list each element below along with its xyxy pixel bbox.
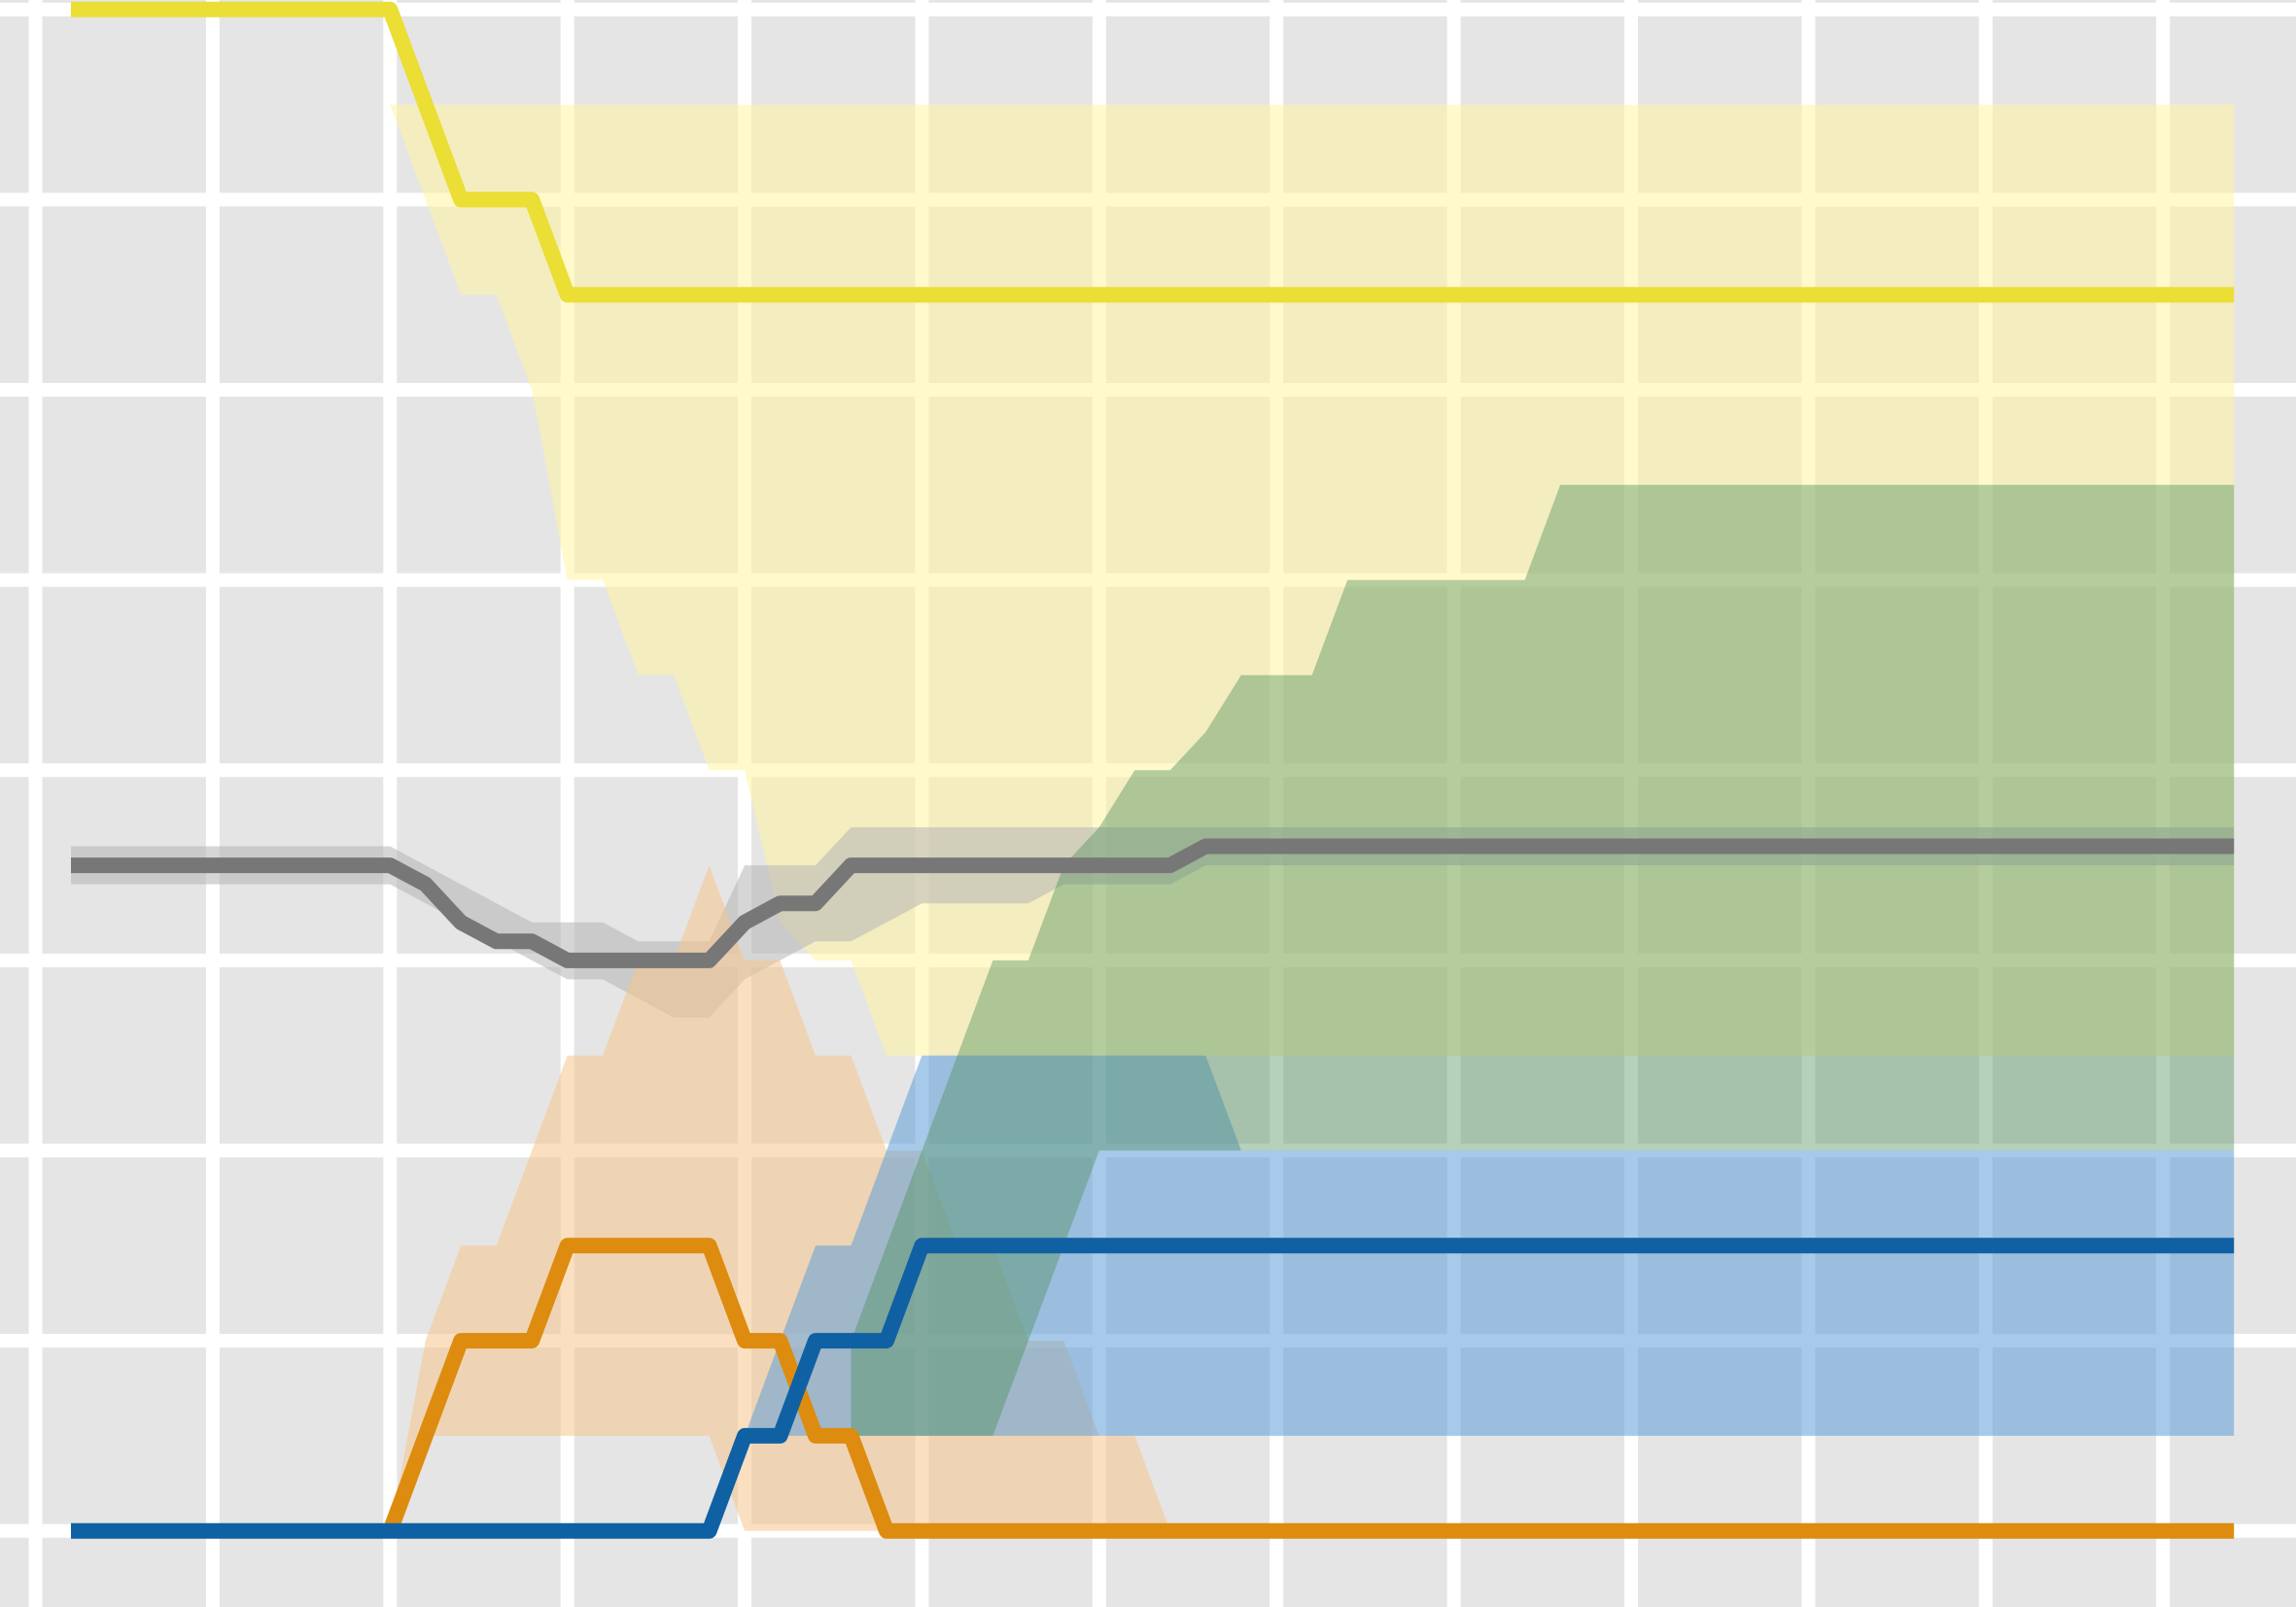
series-line-3	[382, 1238, 2235, 1539]
series-line-2	[71, 838, 2235, 968]
band-extra-1	[851, 484, 2235, 1436]
series-lines	[71, 1, 2235, 1539]
series-line-4	[71, 1238, 2235, 1539]
series-line-1	[71, 1, 2235, 303]
band-series-2	[71, 827, 2235, 1018]
uncertainty-bands	[71, 104, 2235, 1531]
band-series-1	[390, 104, 2235, 1056]
